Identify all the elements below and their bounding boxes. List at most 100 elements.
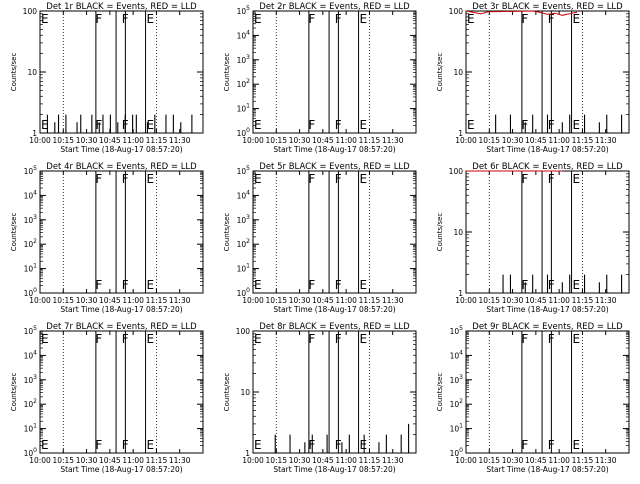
y-tick-label: 102 bbox=[237, 78, 251, 89]
annotation-label: F bbox=[95, 12, 102, 26]
plot-frame bbox=[252, 330, 417, 454]
y-axis-label: Counts/sec bbox=[436, 53, 444, 92]
annotation-label: E bbox=[41, 438, 49, 452]
annotation-label: F bbox=[122, 278, 129, 292]
y-tick-label: 103 bbox=[450, 374, 464, 385]
x-axis-label: Start Time (18-Aug-17 08:57:20) bbox=[486, 305, 608, 314]
y-tick-label: 101 bbox=[237, 103, 251, 114]
y-tick-label: 100 bbox=[449, 7, 464, 16]
panel-title: Det 4r BLACK = Events, RED = LLD bbox=[46, 162, 197, 172]
y-axis-label: Counts/sec bbox=[10, 213, 18, 252]
annotation-label: E bbox=[254, 118, 262, 132]
x-tick-label: 11:00 bbox=[548, 136, 570, 145]
x-tick-label: 11:15 bbox=[146, 136, 168, 145]
x-tick-label: 10:15 bbox=[265, 296, 287, 305]
annotation-label: E bbox=[147, 438, 155, 452]
annotation-label: E bbox=[360, 438, 368, 452]
x-tick-label: 10:15 bbox=[52, 136, 74, 145]
annotation-label: F bbox=[308, 172, 315, 186]
y-tick-label: 102 bbox=[237, 238, 251, 249]
x-tick-label: 10:15 bbox=[478, 456, 500, 465]
x-tick-label: 10:15 bbox=[478, 296, 500, 305]
x-tick-label: 10:45 bbox=[525, 456, 547, 465]
annotation-label: E bbox=[147, 118, 155, 132]
y-tick-label: 102 bbox=[24, 398, 38, 409]
x-tick-label: 11:30 bbox=[382, 296, 404, 305]
y-tick-label: 104 bbox=[24, 349, 38, 360]
x-tick-label: 10:00 bbox=[455, 456, 477, 465]
y-tick-label: 103 bbox=[237, 54, 251, 65]
annotation-label: F bbox=[335, 278, 342, 292]
annotation-label: E bbox=[467, 12, 475, 26]
y-tick-label: 104 bbox=[237, 29, 251, 40]
y-tick-label: 1 bbox=[458, 129, 463, 138]
annotation-label: F bbox=[122, 12, 129, 26]
x-tick-label: 10:30 bbox=[502, 136, 524, 145]
x-axis-label: Start Time (18-Aug-17 08:57:20) bbox=[273, 465, 395, 474]
annotation-label: F bbox=[548, 12, 555, 26]
annotation-label: F bbox=[95, 172, 102, 186]
x-tick-label: 11:30 bbox=[169, 456, 191, 465]
annotation-label: F bbox=[308, 332, 315, 346]
y-axis-label: Counts/sec bbox=[436, 213, 444, 252]
x-tick-label: 11:00 bbox=[548, 296, 570, 305]
annotation-label: F bbox=[335, 118, 342, 132]
x-tick-label: 11:00 bbox=[335, 136, 357, 145]
x-axis-label: Start Time (18-Aug-17 08:57:20) bbox=[60, 145, 182, 154]
y-axis-label: Counts/sec bbox=[223, 213, 231, 252]
annotation-label: E bbox=[360, 332, 368, 346]
annotation-label: F bbox=[335, 172, 342, 186]
y-tick-label: 100 bbox=[237, 127, 251, 138]
annotation-label: E bbox=[254, 438, 262, 452]
y-tick-label: 100 bbox=[24, 287, 38, 298]
annotation-label: F bbox=[548, 172, 555, 186]
y-tick-label: 101 bbox=[450, 423, 464, 434]
y-tick-label: 104 bbox=[237, 189, 251, 200]
annotation-label: E bbox=[360, 172, 368, 186]
x-tick-label: 11:30 bbox=[595, 296, 617, 305]
annotation-label: F bbox=[521, 438, 528, 452]
x-tick-label: 10:45 bbox=[99, 296, 121, 305]
annotation-label: E bbox=[360, 12, 368, 26]
annotation-label: E bbox=[41, 332, 49, 346]
y-tick-label: 1 bbox=[458, 289, 463, 298]
y-tick-label: 102 bbox=[450, 398, 464, 409]
annotation-label: F bbox=[122, 438, 129, 452]
panel-det-5: Det 5r BLACK = Events, RED = LLDEEFFFFEE… bbox=[223, 162, 417, 314]
x-tick-label: 10:30 bbox=[76, 456, 98, 465]
x-tick-label: 10:30 bbox=[289, 456, 311, 465]
x-tick-label: 11:15 bbox=[572, 136, 594, 145]
annotation-label: F bbox=[95, 438, 102, 452]
annotation-label: F bbox=[335, 438, 342, 452]
x-tick-label: 10:30 bbox=[76, 136, 98, 145]
x-tick-label: 10:15 bbox=[52, 456, 74, 465]
panel-title: Det 7r BLACK = Events, RED = LLD bbox=[46, 322, 197, 332]
y-tick-label: 105 bbox=[450, 325, 464, 336]
panel-det-4: Det 4r BLACK = Events, RED = LLDFFFFEE10… bbox=[10, 162, 204, 314]
x-tick-label: 10:15 bbox=[265, 136, 287, 145]
annotation-label: E bbox=[573, 118, 581, 132]
x-tick-label: 10:15 bbox=[52, 296, 74, 305]
plot-frame bbox=[252, 170, 417, 294]
y-tick-label: 101 bbox=[237, 263, 251, 274]
annotation-label: E bbox=[360, 118, 368, 132]
annotation-label: F bbox=[95, 332, 102, 346]
y-tick-label: 104 bbox=[450, 349, 464, 360]
x-tick-label: 11:00 bbox=[335, 296, 357, 305]
y-tick-label: 101 bbox=[24, 423, 38, 434]
annotation-label: E bbox=[41, 12, 49, 26]
x-tick-label: 11:15 bbox=[146, 456, 168, 465]
y-tick-label: 10 bbox=[27, 68, 37, 77]
y-tick-label: 104 bbox=[24, 189, 38, 200]
plot-frame bbox=[465, 330, 630, 454]
x-tick-label: 11:00 bbox=[122, 136, 144, 145]
x-axis-label: Start Time (18-Aug-17 08:57:20) bbox=[486, 465, 608, 474]
annotation-label: F bbox=[95, 278, 102, 292]
panel-title: Det 3r BLACK = Events, RED = LLD bbox=[472, 2, 623, 12]
x-axis-label: Start Time (18-Aug-17 08:57:20) bbox=[273, 145, 395, 154]
y-tick-label: 10 bbox=[453, 228, 463, 237]
x-tick-label: 10:00 bbox=[242, 296, 264, 305]
x-tick-label: 11:15 bbox=[359, 456, 381, 465]
